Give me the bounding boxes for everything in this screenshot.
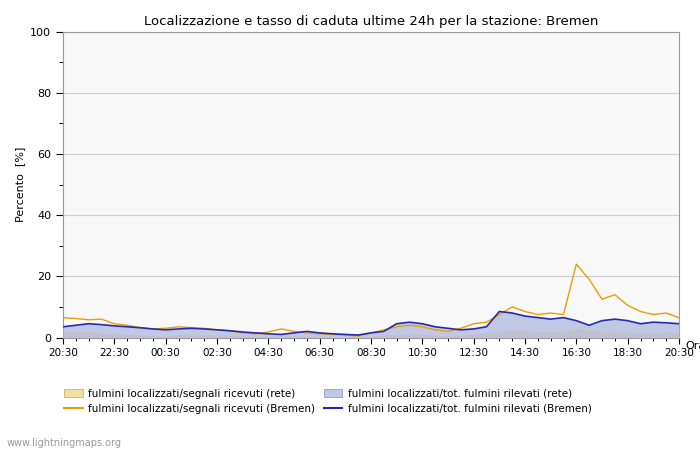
Text: www.lightningmaps.org: www.lightningmaps.org (7, 438, 122, 448)
Legend: fulmini localizzati/segnali ricevuti (rete), fulmini localizzati/segnali ricevut: fulmini localizzati/segnali ricevuti (re… (64, 389, 592, 414)
Text: Orario: Orario (685, 341, 700, 351)
Y-axis label: Percento  [%]: Percento [%] (15, 147, 24, 222)
Title: Localizzazione e tasso di caduta ultime 24h per la stazione: Bremen: Localizzazione e tasso di caduta ultime … (144, 14, 598, 27)
